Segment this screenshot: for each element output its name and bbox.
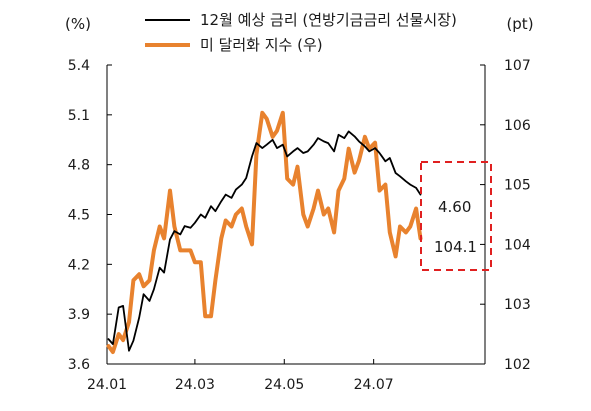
left-tick-label: 4.8 xyxy=(68,158,90,174)
left-axis-unit: (%) xyxy=(65,15,91,33)
plot-area xyxy=(106,110,423,354)
left-tick-label: 4.2 xyxy=(68,257,90,273)
left-tick-label: 5.4 xyxy=(68,58,90,74)
legend-label-rate: 12월 예상 금리 (연방기금금리 선물시장) xyxy=(200,11,457,29)
right-tick-label: 105 xyxy=(504,178,531,194)
x-tick-label: 24.07 xyxy=(354,377,394,393)
left-tick-label: 3.6 xyxy=(68,357,90,373)
legend: 12월 예상 금리 (연방기금금리 선물시장) 미 달러화 지수 (우) xyxy=(145,11,457,54)
series-line-dollar-index xyxy=(106,110,423,354)
right-axis-unit: (pt) xyxy=(506,15,533,33)
left-tick-label: 4.5 xyxy=(68,208,90,224)
x-tick-label: 24.03 xyxy=(175,377,215,393)
right-tick-label: 103 xyxy=(504,297,531,313)
axes: 3.6 3.9 4.2 4.5 4.8 5.1 5.4 102 103 104 105 106 107 2… xyxy=(68,58,531,393)
right-tick-label: 104 xyxy=(504,237,531,253)
left-tick-label: 5.1 xyxy=(68,108,90,124)
series-line-december-rate xyxy=(107,130,422,352)
left-tick-label: 3.9 xyxy=(68,307,90,323)
legend-label-dxy: 미 달러화 지수 (우) xyxy=(200,36,323,54)
x-tick-label: 24.05 xyxy=(264,377,304,393)
highlight-box xyxy=(420,161,492,271)
annotation-dxy-latest: 104.1 xyxy=(434,238,477,256)
right-tick-label: 106 xyxy=(504,118,531,134)
x-tick-label: 24.01 xyxy=(87,377,127,393)
right-tick-label: 102 xyxy=(504,357,531,373)
right-tick-label: 107 xyxy=(504,58,531,74)
annotation-rate-latest: 4.60 xyxy=(438,198,471,216)
